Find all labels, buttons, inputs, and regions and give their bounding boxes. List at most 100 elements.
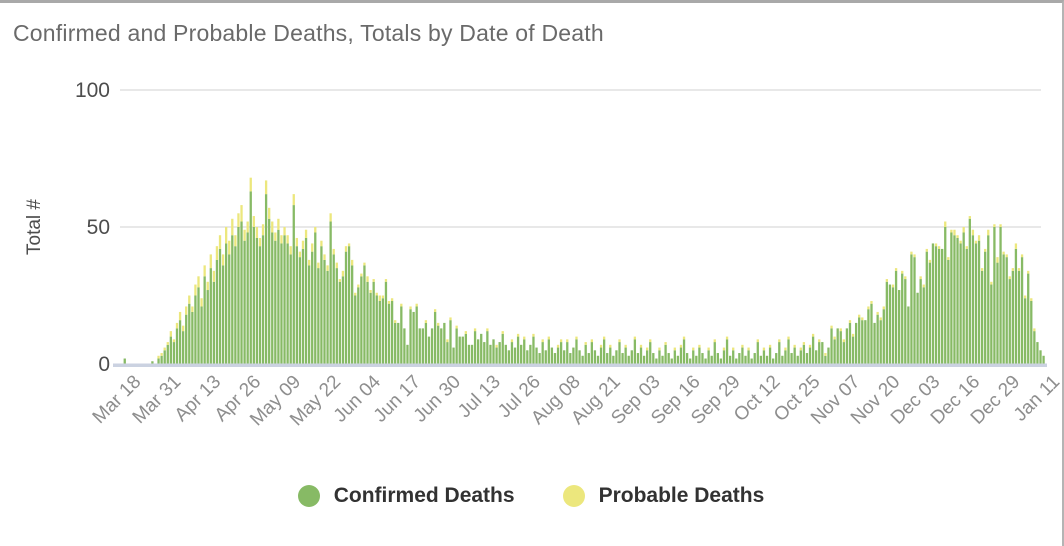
bar-confirmed[interactable] <box>658 350 661 364</box>
bar-confirmed[interactable] <box>904 279 907 364</box>
bar-confirmed[interactable] <box>569 353 572 364</box>
bar-confirmed[interactable] <box>553 353 557 364</box>
bar-probable[interactable] <box>830 325 833 329</box>
bar-confirmed[interactable] <box>811 336 815 364</box>
bar-confirmed[interactable] <box>541 342 544 364</box>
bar-probable[interactable] <box>646 347 649 351</box>
bar-probable[interactable] <box>166 342 169 345</box>
bar-probable[interactable] <box>609 344 612 348</box>
bar-probable[interactable] <box>169 331 172 337</box>
bar-probable[interactable] <box>922 284 925 288</box>
bar-confirmed[interactable] <box>888 284 892 364</box>
bar-probable[interactable] <box>400 303 403 307</box>
bar-probable[interactable] <box>784 347 787 351</box>
bar-probable[interactable] <box>947 257 950 260</box>
bar-probable[interactable] <box>999 224 1002 227</box>
bar-confirmed[interactable] <box>437 325 440 364</box>
bar-confirmed[interactable] <box>793 347 796 364</box>
bar-probable[interactable] <box>980 268 984 271</box>
bar-confirmed[interactable] <box>815 350 818 364</box>
bar-probable[interactable] <box>283 227 286 236</box>
bar-probable[interactable] <box>1027 270 1030 274</box>
bar-confirmed[interactable] <box>480 333 483 364</box>
bar-confirmed[interactable] <box>919 279 922 364</box>
bar-confirmed[interactable] <box>578 350 581 364</box>
bar-probable[interactable] <box>559 339 563 343</box>
bar-confirmed[interactable] <box>513 347 517 364</box>
bar-confirmed[interactable] <box>725 339 729 364</box>
bar-probable[interactable] <box>1017 268 1021 271</box>
bar-probable[interactable] <box>996 257 999 263</box>
bar-confirmed[interactable] <box>959 243 962 364</box>
bar-probable[interactable] <box>1005 254 1008 258</box>
bar-confirmed[interactable] <box>910 254 913 364</box>
bar-confirmed[interactable] <box>363 265 366 364</box>
bar-probable[interactable] <box>692 347 695 351</box>
bar-confirmed[interactable] <box>314 232 317 364</box>
bar-confirmed[interactable] <box>676 355 680 364</box>
bar-confirmed[interactable] <box>390 300 394 364</box>
bar-confirmed[interactable] <box>231 235 234 364</box>
bar-confirmed[interactable] <box>194 295 197 365</box>
bar-probable[interactable] <box>532 333 535 337</box>
bar-confirmed[interactable] <box>802 344 806 364</box>
bar-confirmed[interactable] <box>516 336 520 364</box>
bar-confirmed[interactable] <box>925 251 928 364</box>
bar-confirmed[interactable] <box>559 342 563 364</box>
bar-probable[interactable] <box>1020 254 1024 258</box>
bar-confirmed[interactable] <box>397 322 400 364</box>
bar-probable[interactable] <box>664 342 667 345</box>
bar-confirmed[interactable] <box>867 309 870 364</box>
bar-probable[interactable] <box>172 339 176 343</box>
bar-confirmed[interactable] <box>646 350 649 364</box>
bar-confirmed[interactable] <box>977 240 981 364</box>
bar-probable[interactable] <box>768 344 772 348</box>
bar-confirmed[interactable] <box>440 328 443 364</box>
bar-confirmed[interactable] <box>344 251 348 364</box>
bar-confirmed[interactable] <box>922 287 925 364</box>
bar-confirmed[interactable] <box>1030 300 1033 364</box>
bar-probable[interactable] <box>501 331 504 334</box>
bar-confirmed[interactable] <box>421 328 424 364</box>
bar-probable[interactable] <box>541 339 544 343</box>
bar-probable[interactable] <box>225 227 228 244</box>
bar-probable[interactable] <box>160 353 163 356</box>
bar-probable[interactable] <box>449 317 452 321</box>
bar-confirmed[interactable] <box>157 358 160 364</box>
bar-probable[interactable] <box>264 180 268 195</box>
bar-probable[interactable] <box>891 284 895 288</box>
bar-confirmed[interactable] <box>341 276 345 364</box>
bar-confirmed[interactable] <box>406 344 409 364</box>
bar-confirmed[interactable] <box>446 342 449 364</box>
bar-confirmed[interactable] <box>215 259 219 364</box>
bar-confirmed[interactable] <box>461 336 464 364</box>
bar-confirmed[interactable] <box>520 344 523 364</box>
bar-confirmed[interactable] <box>400 306 403 364</box>
bar-probable[interactable] <box>818 339 821 343</box>
bar-confirmed[interactable] <box>495 347 498 364</box>
bar-confirmed[interactable] <box>707 350 710 364</box>
bar-probable[interactable] <box>919 276 922 280</box>
bar-probable[interactable] <box>649 339 652 343</box>
bar-confirmed[interactable] <box>759 355 763 364</box>
bar-probable[interactable] <box>987 229 990 236</box>
bar-confirmed[interactable] <box>615 350 618 364</box>
bar-confirmed[interactable] <box>784 350 787 364</box>
bar-probable[interactable] <box>639 344 643 348</box>
bar-probable[interactable] <box>234 235 237 247</box>
bar-confirmed[interactable] <box>1017 270 1021 364</box>
bar-probable[interactable] <box>870 300 873 304</box>
bar-probable[interactable] <box>833 336 836 340</box>
bar-confirmed[interactable] <box>833 339 836 364</box>
bar-confirmed[interactable] <box>384 281 388 364</box>
bar-confirmed[interactable] <box>768 347 772 364</box>
bar-confirmed[interactable] <box>609 347 612 364</box>
bar-probable[interactable] <box>363 262 366 266</box>
bar-confirmed[interactable] <box>851 336 855 364</box>
bar-confirmed[interactable] <box>1042 355 1045 364</box>
bar-confirmed[interactable] <box>1008 279 1011 364</box>
bar-confirmed[interactable] <box>523 339 526 364</box>
bar-confirmed[interactable] <box>332 254 335 364</box>
bar-probable[interactable] <box>778 339 781 343</box>
bar-confirmed[interactable] <box>486 331 489 364</box>
